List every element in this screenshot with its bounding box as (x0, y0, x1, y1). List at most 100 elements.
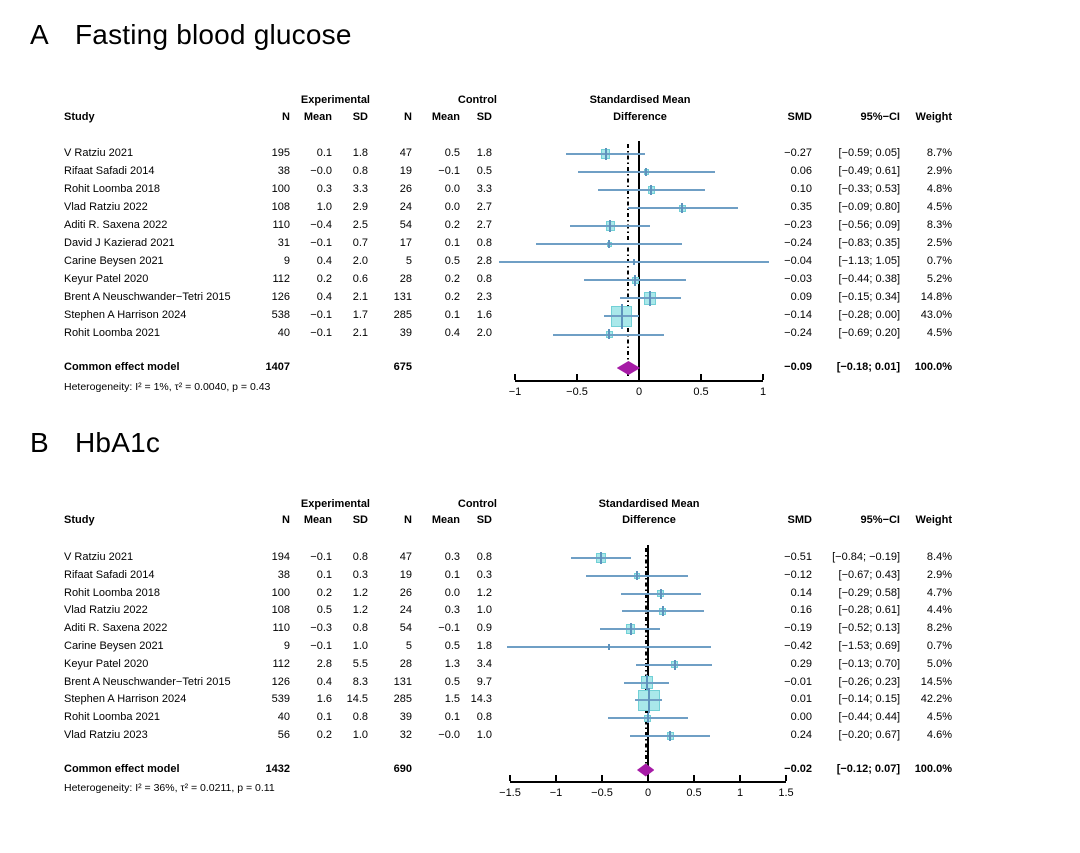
study-sd-experimental: 5.5 (352, 657, 368, 670)
study-weight: 2.9% (926, 568, 952, 581)
study-smd: 0.01 (790, 693, 812, 706)
study-smd: −0.04 (784, 255, 812, 268)
study-weight: 5.0% (926, 657, 952, 670)
column-header-n-experimental: N (282, 111, 290, 123)
study-sd-experimental: 1.7 (352, 309, 368, 322)
x-axis-tick-label: 0.5 (693, 385, 709, 398)
x-axis-tick (739, 775, 741, 781)
study-sd-experimental: 3.3 (352, 183, 368, 195)
point-estimate-tick (647, 713, 649, 724)
group-header-control: Control (457, 497, 497, 510)
x-axis-tick-label: 1 (736, 787, 744, 799)
study-mean-control: 0.5 (444, 675, 460, 688)
study-weight: 5.2% (926, 273, 952, 286)
study-weight: 14.8% (920, 291, 952, 304)
study-n-control: 17 (399, 237, 412, 250)
study-sd-control: 0.3 (476, 568, 492, 581)
study-n-experimental: 110 (272, 622, 290, 635)
study-mean-experimental: −0.1 (310, 327, 332, 340)
study-name: V Ratziu 2021 (64, 551, 134, 563)
study-mean-experimental: 0.4 (316, 291, 332, 304)
study-name: Keyur Patel 2020 (64, 273, 149, 286)
panel-a-title-text: Fasting blood glucose (75, 19, 352, 50)
study-n-control: 54 (399, 219, 412, 232)
point-estimate-tick (650, 184, 653, 196)
study-sd-experimental: 0.8 (352, 165, 368, 177)
study-weight: 2.9% (926, 165, 952, 177)
study-smd: −0.14 (784, 309, 812, 322)
study-smd: 0.16 (790, 604, 812, 617)
study-mean-control: 1.5 (444, 693, 460, 706)
study-sd-control: 0.5 (476, 165, 492, 177)
study-mean-experimental: 0.4 (316, 255, 332, 268)
study-mean-control: 0.2 (444, 273, 460, 286)
study-ci: [−1.13; 1.05] (838, 255, 900, 268)
study-name: Aditi R. Saxena 2022 (64, 622, 168, 635)
heterogeneity-note: Heterogeneity: I² = 1%, τ² = 0.0040, p =… (64, 381, 271, 394)
panel-b-title: B HbA1c (0, 429, 1080, 463)
study-n-control: 26 (399, 586, 412, 599)
study-mean-control: 0.5 (444, 640, 460, 652)
column-header-study: Study (64, 111, 95, 123)
study-mean-experimental: −0.0 (310, 165, 332, 177)
study-mean-control: 0.3 (444, 604, 460, 617)
study-ci: [−0.69; 0.20] (838, 327, 900, 340)
pooled-diamond (616, 361, 641, 375)
study-mean-control: 0.3 (444, 551, 460, 563)
study-name: Carine Beysen 2021 (64, 640, 164, 652)
study-smd: −0.12 (784, 568, 812, 581)
column-header-study: Study (64, 514, 95, 526)
study-smd: −0.23 (784, 219, 812, 232)
point-estimate-tick (661, 606, 664, 617)
x-axis-tick (647, 775, 649, 781)
study-ci: [−0.26; 0.23] (838, 675, 900, 688)
common-effect-ci: [−0.12; 0.07] (836, 763, 900, 775)
x-axis-tick (785, 775, 787, 781)
column-header-ci: 95%−CI (860, 111, 900, 123)
study-mean-control: −0.1 (438, 622, 460, 635)
study-smd: 0.09 (790, 291, 812, 304)
x-axis-tick-label: 0 (644, 787, 652, 799)
study-name: Rifaat Safadi 2014 (64, 568, 155, 581)
study-mean-control: 0.0 (444, 586, 460, 599)
study-mean-experimental: 0.2 (316, 729, 332, 741)
point-estimate-tick (647, 688, 650, 713)
study-ci: [−1.53; 0.69] (838, 640, 900, 652)
study-n-control: 26 (399, 183, 412, 195)
point-estimate-tick (659, 588, 662, 599)
point-estimate-tick (681, 203, 684, 214)
heterogeneity-note: Heterogeneity: I² = 36%, τ² = 0.0211, p … (64, 782, 275, 795)
study-sd-control: 2.7 (476, 219, 492, 232)
study-smd: −0.01 (784, 675, 812, 688)
common-effect-ci: [−0.18; 0.01] (836, 360, 900, 373)
study-ci: [−0.13; 0.70] (838, 657, 900, 670)
x-axis-tick-label: −1 (549, 787, 563, 799)
study-smd: 0.24 (790, 729, 812, 741)
study-ci: [−0.33; 0.53] (838, 183, 900, 195)
study-weight: 4.5% (926, 327, 952, 340)
study-mean-experimental: −0.1 (310, 640, 332, 652)
study-weight: 0.7% (926, 255, 952, 268)
study-sd-experimental: 0.8 (352, 711, 368, 724)
study-n-control: 5 (405, 640, 412, 652)
study-smd: −0.03 (784, 273, 812, 286)
study-n-control: 285 (393, 693, 412, 706)
study-mean-experimental: 0.1 (316, 711, 332, 724)
study-smd: −0.42 (784, 640, 812, 652)
study-sd-control: 0.8 (476, 711, 492, 724)
study-n-control: 131 (393, 675, 412, 688)
study-mean-experimental: 1.6 (316, 693, 332, 706)
pooled-effect-line (627, 144, 629, 376)
study-name: Rifaat Safadi 2014 (64, 165, 155, 177)
study-n-experimental: 195 (271, 146, 290, 159)
x-axis-tick (601, 775, 603, 781)
study-mean-experimental: 0.1 (316, 146, 332, 159)
study-sd-experimental: 2.1 (352, 291, 368, 304)
study-n-experimental: 126 (271, 675, 290, 688)
study-mean-control: 0.5 (444, 146, 460, 159)
study-mean-control: 0.1 (444, 711, 460, 724)
common-effect-smd: −0.09 (784, 360, 812, 373)
point-estimate-tick (604, 147, 607, 161)
study-sd-control: 0.9 (476, 622, 492, 635)
study-n-control: 19 (399, 568, 412, 581)
